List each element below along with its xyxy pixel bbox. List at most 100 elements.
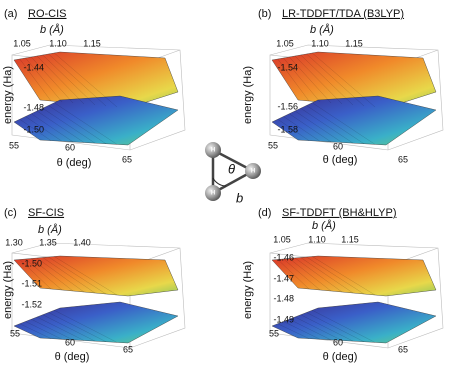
x-tick-label: 65 <box>398 344 408 354</box>
b-axis-label: b (Å) <box>38 223 62 236</box>
y-tick-label: -1.56 <box>277 101 298 111</box>
b-tick-label: 1.10 <box>308 234 326 244</box>
mesh-line <box>283 258 321 291</box>
molecule: H H H θ b <box>205 142 261 205</box>
mesh-line <box>283 116 321 142</box>
mesh-line <box>289 258 332 292</box>
mesh-line <box>48 256 107 295</box>
mesh-line <box>283 57 321 103</box>
mesh-line <box>306 312 365 342</box>
y-tick-label: -1.49 <box>273 314 294 324</box>
b-tick-label: 1.05 <box>13 38 31 48</box>
mesh-line <box>277 58 310 102</box>
mesh-line <box>36 110 85 143</box>
x-tick-label: 55 <box>269 328 279 338</box>
upper-surface <box>271 51 437 109</box>
b-axis-label: b (Å) <box>312 219 336 232</box>
y-tick-label: -1.48 <box>23 102 44 112</box>
lower-surface <box>271 95 437 146</box>
mesh-line <box>42 108 96 144</box>
y-tick-label: -1.44 <box>23 62 44 72</box>
y-axis-label: energy (Ha) <box>2 261 14 319</box>
lower-surface <box>13 95 179 146</box>
mesh-line <box>312 52 376 108</box>
x-axis-label: θ (deg) <box>323 351 358 363</box>
mesh-line <box>31 113 74 143</box>
mesh-line <box>306 53 365 107</box>
x-tick-label: 65 <box>398 154 408 164</box>
b-tick-label: 1.15 <box>345 38 363 48</box>
b-tick-label: 1.40 <box>73 237 91 247</box>
panel-title: SF-TDDFT (BH&HLYP) <box>282 207 397 219</box>
atom-label: H <box>251 169 255 175</box>
mesh-line <box>54 310 118 343</box>
mesh-line <box>31 258 74 292</box>
panel-title: LR-TDDFT/TDA (B3LYP) <box>282 8 404 20</box>
upper-surface <box>13 255 179 297</box>
lower-surface <box>271 301 437 344</box>
mesh-line <box>294 316 343 341</box>
mesh-line <box>54 52 118 108</box>
panel-label: (a) <box>4 8 17 20</box>
mesh-line <box>19 119 52 141</box>
panel: (a) RO-CIS b (Å) 1.05 1.10 1.15 energy (Ha) -1.… <box>2 8 186 169</box>
b-tick-label: 1.15 <box>341 234 359 244</box>
mesh-line <box>42 314 96 342</box>
b-tick-label: 1.30 <box>5 237 23 247</box>
y-axis-label: energy (Ha) <box>2 66 14 124</box>
mesh-line <box>294 55 343 105</box>
b-tick-label: 1.35 <box>39 237 57 247</box>
mesh-line <box>300 54 354 106</box>
mesh-line <box>25 57 63 103</box>
mesh-line <box>289 113 332 143</box>
y-tick-label: -1.47 <box>273 273 294 283</box>
y-tick-label: -1.54 <box>277 62 298 72</box>
panel: (d) SF-TDDFT (BH&HLYP)b (Å) 1.05 1.10 1.15 en… <box>242 207 444 363</box>
y-tick-label: -1.58 <box>277 124 298 134</box>
b-tick-label: 1.05 <box>276 38 294 48</box>
mesh-line <box>312 102 376 145</box>
mesh-line <box>306 105 365 144</box>
y-axis-label: energy (Ha) <box>242 261 254 319</box>
y-tick-label: -1.50 <box>21 258 42 268</box>
x-tick-label: 55 <box>268 140 278 150</box>
x-axis-label: θ (deg) <box>55 351 90 363</box>
mesh-line <box>300 314 354 342</box>
mesh-line <box>283 321 321 340</box>
x-tick-label: 60 <box>65 337 75 347</box>
angle-label: θ <box>228 161 235 176</box>
x-tick-label: 60 <box>333 141 343 151</box>
mesh-line <box>54 102 118 145</box>
atom-label: H <box>211 148 215 154</box>
mesh-line <box>300 108 354 144</box>
mesh-line <box>19 323 52 339</box>
b-tick-label: 1.15 <box>83 38 101 48</box>
mesh-line <box>19 58 52 102</box>
mesh-line <box>36 316 85 341</box>
mesh-line <box>31 56 74 104</box>
mesh-line <box>294 257 343 293</box>
mesh-line <box>312 256 376 296</box>
b-tick-label: 1.05 <box>273 234 291 244</box>
mesh-line <box>289 56 332 104</box>
mesh-line <box>42 257 96 294</box>
x-tick-label: 55 <box>10 328 20 338</box>
mesh-line <box>48 53 107 107</box>
mesh-line <box>277 323 310 339</box>
b-axis-label: b (Å) <box>40 23 64 36</box>
y-tick-label: -1.51 <box>21 278 42 288</box>
mesh-line <box>36 55 85 105</box>
lower-surface <box>13 301 179 344</box>
mesh-line <box>19 259 52 290</box>
x-tick-label: 65 <box>122 154 132 164</box>
bond-label: b <box>236 190 243 205</box>
panel-title: RO-CIS <box>28 8 67 20</box>
mesh-line <box>294 110 343 143</box>
panel-label: (d) <box>258 207 271 219</box>
mesh-line <box>277 259 310 290</box>
mesh-line <box>36 257 85 293</box>
mesh-line <box>306 256 365 295</box>
x-tick-label: 60 <box>333 337 343 347</box>
mesh-line <box>289 319 332 341</box>
y-tick-label: -1.48 <box>273 293 294 303</box>
